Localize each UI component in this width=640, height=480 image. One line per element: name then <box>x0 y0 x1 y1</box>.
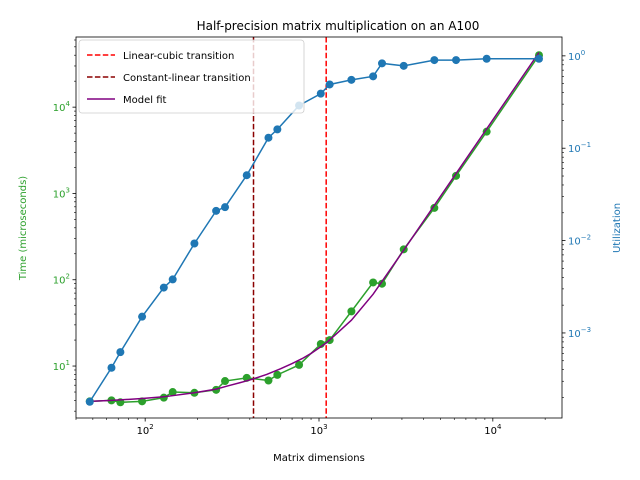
x-tick-label: 104 <box>484 423 502 437</box>
data-point-utilization <box>273 125 282 134</box>
x-tick-label: 103 <box>310 423 327 437</box>
data-point-utilization <box>190 239 199 248</box>
data-point-utilization <box>534 54 543 63</box>
data-point-time <box>369 278 378 287</box>
y-right-tick-label: 100 <box>568 49 585 63</box>
legend-box <box>78 39 305 114</box>
y-left-tick-label: 102 <box>53 273 70 287</box>
y-right-tick-label: 10−1 <box>568 141 591 155</box>
data-point-time <box>168 388 177 397</box>
data-point-time <box>159 393 168 402</box>
data-point-utilization <box>107 363 116 372</box>
data-point-time <box>482 127 491 136</box>
data-point-utilization <box>221 203 230 212</box>
y-left-tick-label: 103 <box>53 186 70 200</box>
legend: Linear-cubic transition Constant-linear t… <box>78 39 305 114</box>
data-point-utilization <box>347 75 356 84</box>
data-point-time <box>452 171 461 180</box>
y-left-axis-label: Time (microseconds) <box>18 176 29 281</box>
data-point-time <box>347 307 356 316</box>
y-left-tick-label: 104 <box>53 100 71 114</box>
data-point-utilization <box>264 133 273 142</box>
x-axis-label: Matrix dimensions <box>273 453 365 464</box>
data-point-utilization <box>168 275 177 284</box>
y-left-tick-label: 101 <box>53 359 70 373</box>
data-point-utilization <box>116 348 125 357</box>
data-point-time <box>430 203 439 212</box>
data-point-time <box>221 377 230 386</box>
data-point-utilization <box>138 312 147 321</box>
axes: 102 103 104 101 102 103 104 10−3 10−2 10−1 100 <box>53 39 591 437</box>
data-point-utilization <box>242 171 251 180</box>
data-point-utilization <box>212 206 221 215</box>
chart-title: Half-precision matrix multiplication on … <box>197 19 480 33</box>
data-point-utilization <box>316 89 325 98</box>
plot-area <box>85 37 543 418</box>
data-point-utilization <box>399 61 408 70</box>
data-point-time <box>378 279 387 288</box>
legend-entry-label: Linear-cubic transition <box>123 51 234 62</box>
data-point-utilization <box>378 59 387 68</box>
legend-entry-label: Constant-linear transition <box>123 73 251 84</box>
data-point-utilization <box>452 56 461 65</box>
legend-entry-label: Model fit <box>123 95 167 106</box>
series-line-model-fit <box>89 52 540 403</box>
data-point-time <box>264 376 273 385</box>
data-point-time <box>295 360 304 369</box>
x-tick-label: 102 <box>137 423 154 437</box>
y-right-axis-label: Utilization <box>612 203 623 253</box>
data-point-utilization <box>85 397 94 406</box>
data-point-utilization <box>482 54 491 63</box>
data-point-time <box>273 370 282 379</box>
y-right-tick-label: 10−3 <box>568 326 591 340</box>
y-right-tick-label: 10−2 <box>568 234 591 248</box>
data-point-utilization <box>325 80 334 89</box>
data-point-utilization <box>430 56 439 65</box>
data-point-utilization <box>369 72 378 81</box>
data-point-utilization <box>159 283 168 292</box>
